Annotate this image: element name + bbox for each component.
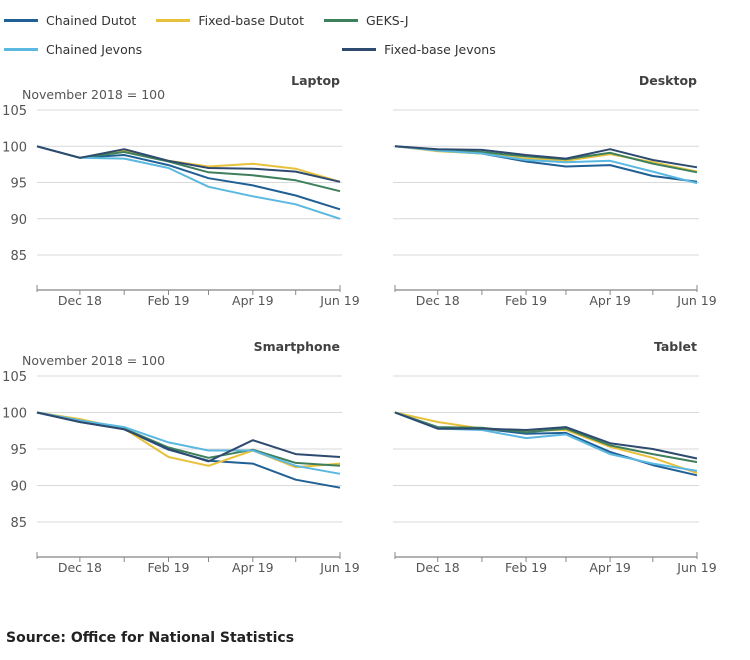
x-tick-label: Feb 19 (147, 560, 189, 575)
x-tick-label: Dec 18 (58, 293, 102, 308)
y-tick-label: 95 (10, 177, 27, 192)
legend: Chained Dutot Fixed-base Dutot GEKS-J Chain… (4, 6, 604, 64)
series-line-chained-jevons (394, 411, 698, 472)
y-tick-label: 85 (10, 249, 27, 264)
legend-swatch (323, 19, 358, 22)
x-tick-label: Dec 18 (416, 560, 460, 575)
series-line-fixed-base-jevons (394, 411, 698, 460)
y-axis-label: November 2018 = 100 (22, 353, 165, 368)
x-tick-label: Feb 19 (147, 293, 189, 308)
x-tick-label: Feb 19 (505, 560, 547, 575)
legend-label: Chained Dutot (46, 13, 137, 28)
x-tick-label: Jun 19 (319, 560, 359, 575)
legend-swatch (4, 19, 38, 22)
series-line-chained-dutot (36, 411, 341, 489)
legend-label: Fixed-base Jevons (384, 42, 496, 57)
series-line-fixed-base-jevons (36, 145, 341, 183)
legend-label: Chained Jevons (46, 42, 143, 57)
series-line-chained-jevons (36, 145, 341, 220)
legend-swatch (156, 19, 191, 22)
y-tick-label: 100 (2, 140, 27, 155)
panel-title: Smartphone (254, 339, 340, 354)
y-tick-label: 105 (2, 370, 27, 385)
x-tick-label: Dec 18 (58, 560, 102, 575)
legend-label: GEKS-J (365, 13, 409, 28)
y-tick-label: 90 (10, 480, 27, 495)
source-note: Source: Office for National Statistics (6, 630, 295, 646)
legend-item[interactable]: GEKS-J (323, 6, 409, 35)
legend-item[interactable]: Chained Jevons (4, 35, 142, 64)
x-tick-label: Dec 18 (416, 293, 460, 308)
panel-smartphone: 85 90 95 100 105 Smartphone November 2018 = 10… (2, 339, 360, 575)
series-line-geks-j (394, 411, 698, 464)
x-tick-label: Jun 19 (676, 560, 716, 575)
series-line-fixed-base-jevons (394, 145, 698, 169)
panel-tablet: Tablet Dec 18 Feb 19 Apr 19 Jun 19 (393, 339, 717, 575)
series-line-fixed-base-jevons (36, 411, 341, 463)
x-tick-label: Apr 19 (589, 293, 631, 308)
x-tick-label: Apr 19 (232, 293, 274, 308)
y-tick-label: 85 (10, 516, 27, 531)
x-tick-label: Apr 19 (232, 560, 274, 575)
legend-item[interactable]: Fixed-base Dutot (156, 6, 304, 35)
y-tick-label: 90 (10, 213, 27, 228)
legend-swatch (342, 48, 377, 51)
panel-desktop: Desktop Dec 18 Feb 19 Apr 19 Jun 19 (393, 73, 717, 308)
y-tick-label: 100 (2, 407, 27, 422)
legend-item[interactable]: Fixed-base Jevons (342, 35, 496, 64)
panel-title: Tablet (654, 339, 697, 354)
panel-title: Desktop (639, 73, 697, 88)
panel-laptop: 85 90 95 100 105 Laptop November 2018 = 100 Dec… (2, 73, 360, 308)
y-tick-label: 105 (2, 104, 27, 119)
legend-item[interactable]: Chained Dutot (4, 6, 136, 35)
x-tick-label: Feb 19 (505, 293, 547, 308)
x-tick-label: Jun 19 (319, 293, 359, 308)
y-axis-label: November 2018 = 100 (22, 87, 165, 102)
legend-label: Fixed-base Dutot (198, 13, 304, 28)
series-line-chained-jevons (36, 411, 341, 475)
series-line-chained-jevons (394, 145, 698, 185)
panel-title: Laptop (291, 73, 340, 88)
x-tick-label: Apr 19 (589, 560, 631, 575)
legend-swatch (4, 48, 38, 51)
x-tick-label: Jun 19 (676, 293, 716, 308)
y-tick-label: 95 (10, 443, 27, 458)
